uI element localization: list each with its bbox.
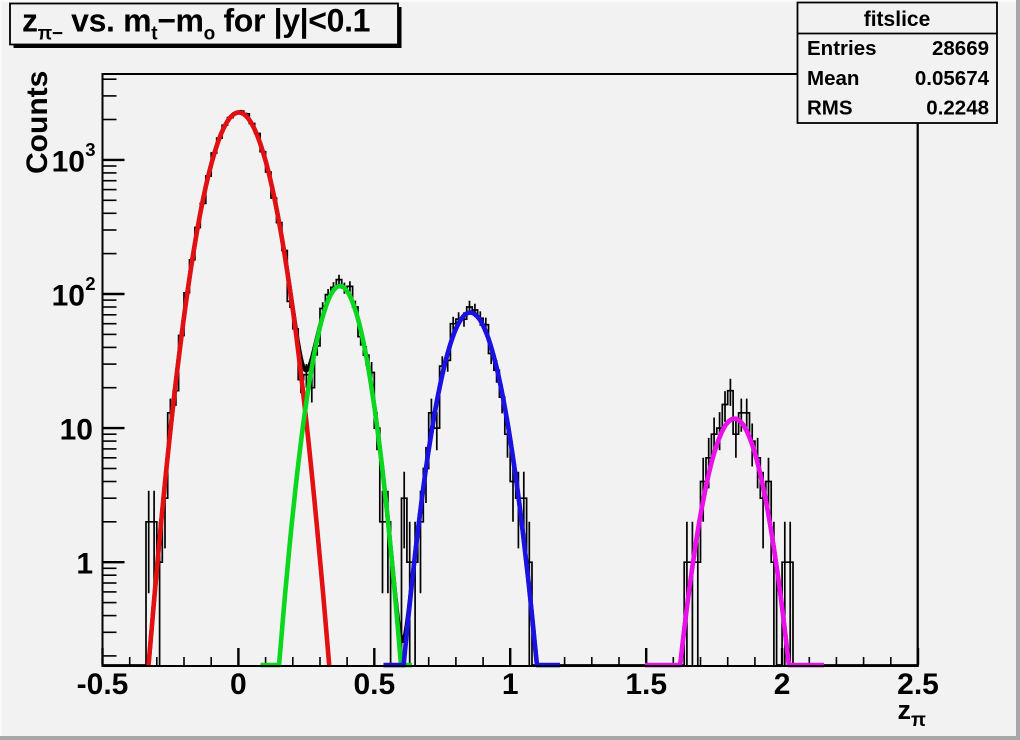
svg-text:2: 2 bbox=[85, 273, 95, 294]
svg-text:10: 10 bbox=[60, 414, 93, 447]
svg-text:10: 10 bbox=[52, 145, 85, 178]
svg-text:0.5: 0.5 bbox=[353, 668, 395, 701]
svg-text:0.2248: 0.2248 bbox=[926, 97, 989, 120]
svg-text:2.5: 2.5 bbox=[897, 668, 939, 701]
svg-text:zπ− vs. mt−mo for |y|<0.1: zπ− vs. mt−mo for |y|<0.1 bbox=[22, 3, 370, 45]
svg-text:2: 2 bbox=[774, 668, 791, 701]
svg-text:fitslice: fitslice bbox=[864, 8, 931, 31]
svg-text:3: 3 bbox=[85, 139, 95, 160]
svg-text:28669: 28669 bbox=[932, 37, 989, 60]
svg-text:0: 0 bbox=[230, 668, 247, 701]
svg-text:10: 10 bbox=[52, 280, 85, 313]
svg-text:0.05674: 0.05674 bbox=[915, 67, 990, 90]
svg-text:RMS: RMS bbox=[807, 97, 853, 120]
svg-text:Entries: Entries bbox=[807, 37, 877, 60]
svg-text:1: 1 bbox=[502, 668, 519, 701]
svg-text:1: 1 bbox=[76, 548, 93, 581]
svg-text:Counts: Counts bbox=[21, 71, 54, 174]
svg-text:-0.5: -0.5 bbox=[77, 668, 129, 701]
svg-text:Mean: Mean bbox=[807, 67, 859, 90]
svg-text:1.5: 1.5 bbox=[625, 668, 667, 701]
